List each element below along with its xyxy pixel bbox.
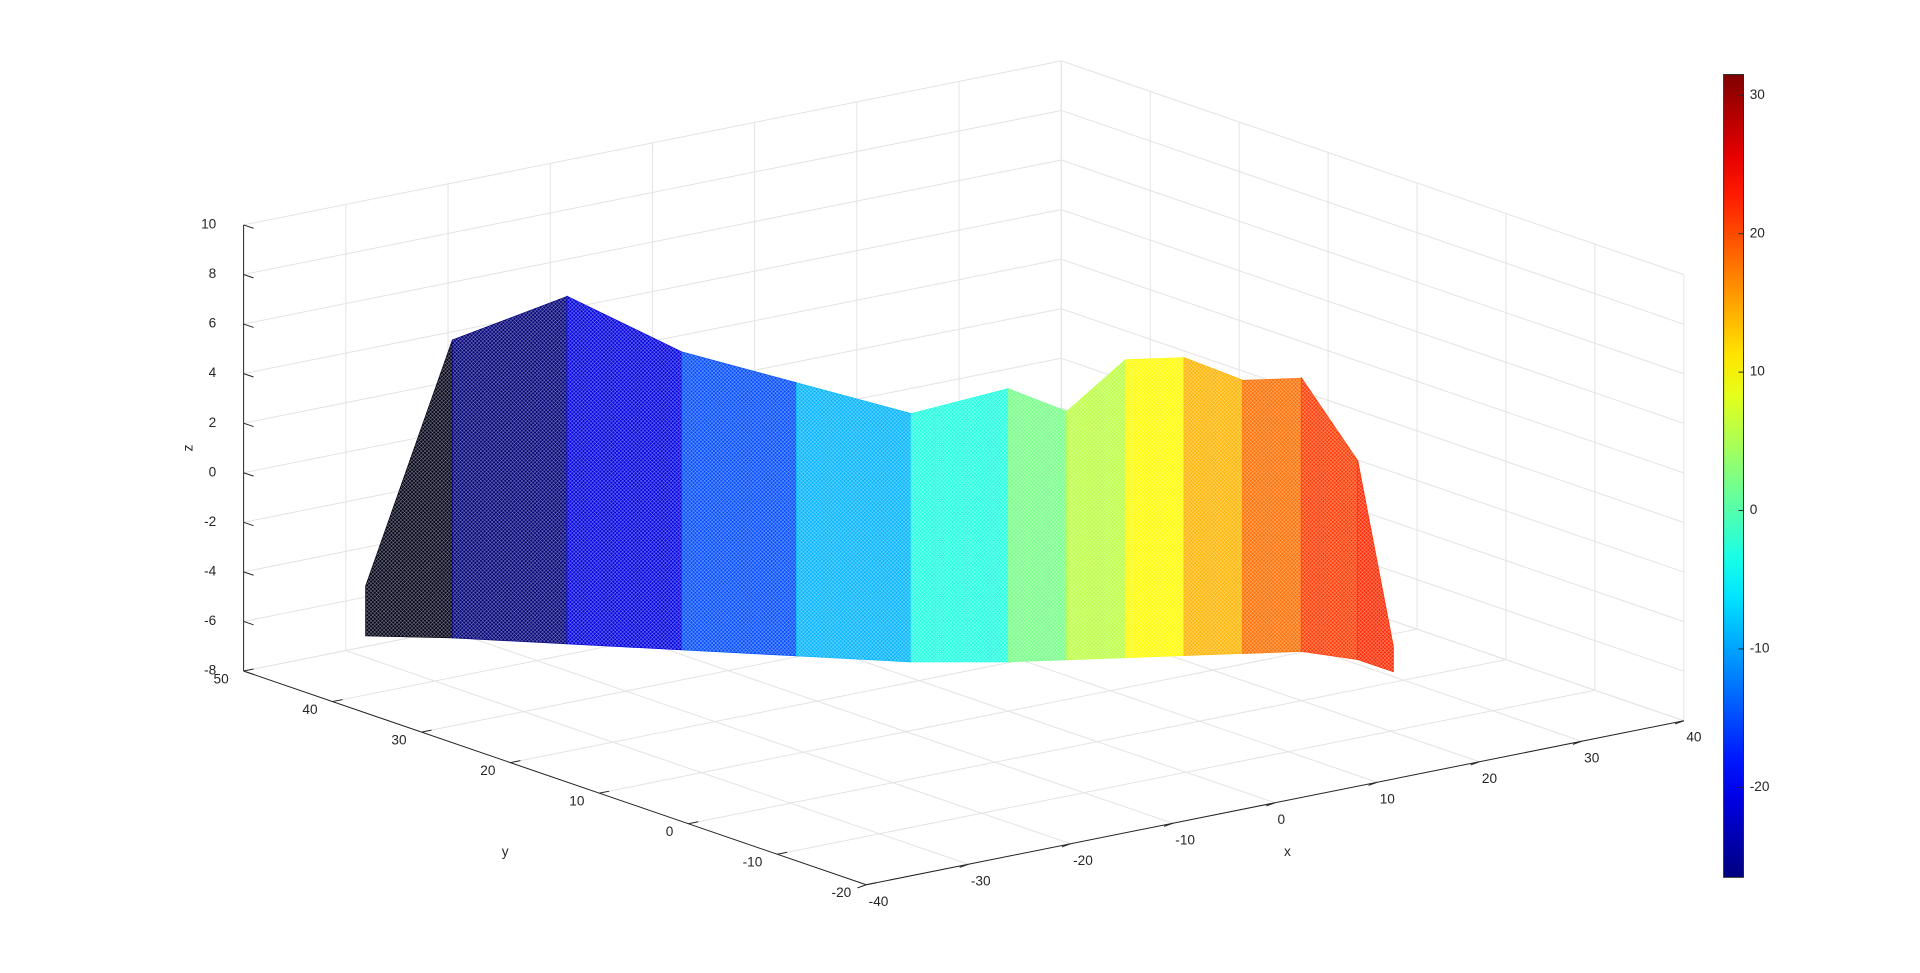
y-tick [421,729,432,733]
z-tick-label: 6 [209,316,217,331]
surface-mesh [1301,378,1358,660]
y-tick-label: -10 [743,855,763,870]
y-tick-label: 50 [213,671,229,686]
colorbar [1723,74,1744,878]
grid-line [599,628,1418,794]
z-axis-label: z [181,444,196,451]
x-tick-label: -20 [1073,853,1093,868]
grid-line [1061,109,1685,325]
grid-line [345,650,969,865]
x-tick [1572,740,1582,745]
colorbar-tick-label: 20 [1750,225,1766,240]
z-tick [243,422,254,428]
y-tick [777,851,788,855]
surface-mesh [452,296,568,644]
z-tick-label: -2 [204,514,216,529]
x-tick-label: -40 [869,894,889,909]
x-tick [1470,761,1480,766]
grid-line [777,689,1596,855]
y-tick-label: 10 [569,793,585,808]
y-tick-label: 30 [391,732,407,747]
z-tick-label: -6 [204,613,216,628]
y-tick [510,760,521,764]
z-tick [243,571,254,576]
z-tick [243,323,254,328]
surface-mesh [1357,460,1394,672]
x-tick-label: -10 [1175,832,1195,847]
colorbar-tick-label: 10 [1750,364,1766,379]
x-tick-label: 30 [1584,750,1600,765]
y-tick [243,668,254,672]
grid-line [1061,209,1685,424]
grid-line [447,629,1071,845]
x-tick-label: -30 [971,873,991,888]
surface-mesh [1008,388,1067,662]
grid-line [243,159,1062,325]
z-tick [243,373,254,378]
z-tick [243,620,254,626]
x-tick [1061,843,1071,848]
grid-line [1061,308,1685,523]
colorbar-tick-label: 30 [1750,87,1766,102]
x-tick [1674,720,1685,725]
z-tick-label: -4 [204,564,217,579]
y-tick-label: 20 [480,763,496,778]
x-tick [857,884,867,889]
z-tick [243,521,254,527]
z-tick [243,472,254,477]
z-tick-label: 8 [209,266,217,281]
x-tick-label: 0 [1277,812,1285,827]
z-tick-label: -8 [204,663,216,678]
surface-mesh [1066,359,1126,660]
x-tick-label: 10 [1380,791,1396,806]
x-tick-label: 40 [1686,730,1702,745]
surface-mesh [1184,357,1243,656]
z-tick-label: 0 [209,464,217,479]
x-tick [1266,802,1276,807]
y-axis-label: y [502,844,509,859]
y-tick [599,790,610,794]
y-tick-label: 40 [302,702,318,717]
grid-line [243,60,1062,226]
x-tick [1368,781,1378,786]
x-tick-label: 20 [1482,771,1498,786]
y-tick [332,699,343,703]
surface-mesh [911,388,1009,662]
surface-mesh [681,352,797,656]
y-tick [866,882,877,886]
x-axis-label: x [1284,844,1291,859]
grid-line [1061,159,1685,375]
surface-mesh [365,340,453,638]
z-tick [243,224,254,229]
surface-mesh [1125,357,1185,658]
z-tick-label: 4 [209,365,217,380]
grid-line [1061,258,1685,474]
grid-line [243,209,1062,375]
surface-mesh [796,383,912,662]
plot: -40-30-20-10010203040-20-1001020304050-8… [181,60,1702,909]
z-tick [243,670,254,675]
z-tick [243,274,254,279]
x-tick [959,863,969,868]
colorbar-tick-label: -20 [1750,779,1770,794]
y-tick [688,821,699,825]
y-axis [243,670,867,886]
grid-line [1061,60,1685,276]
colorbar-tick-label: 0 [1750,502,1758,517]
z-tick-label: 10 [201,217,217,232]
x-tick [1163,822,1173,827]
surface-mesh [567,296,682,650]
z-tick-label: 2 [209,415,217,430]
grid-line [688,659,1507,825]
colorbar-tick-label: -10 [1750,641,1770,656]
y-tick-label: 0 [666,824,674,839]
grid-line [243,109,1062,275]
surface-mesh [1242,378,1302,654]
y-tick-label: -20 [832,885,852,900]
